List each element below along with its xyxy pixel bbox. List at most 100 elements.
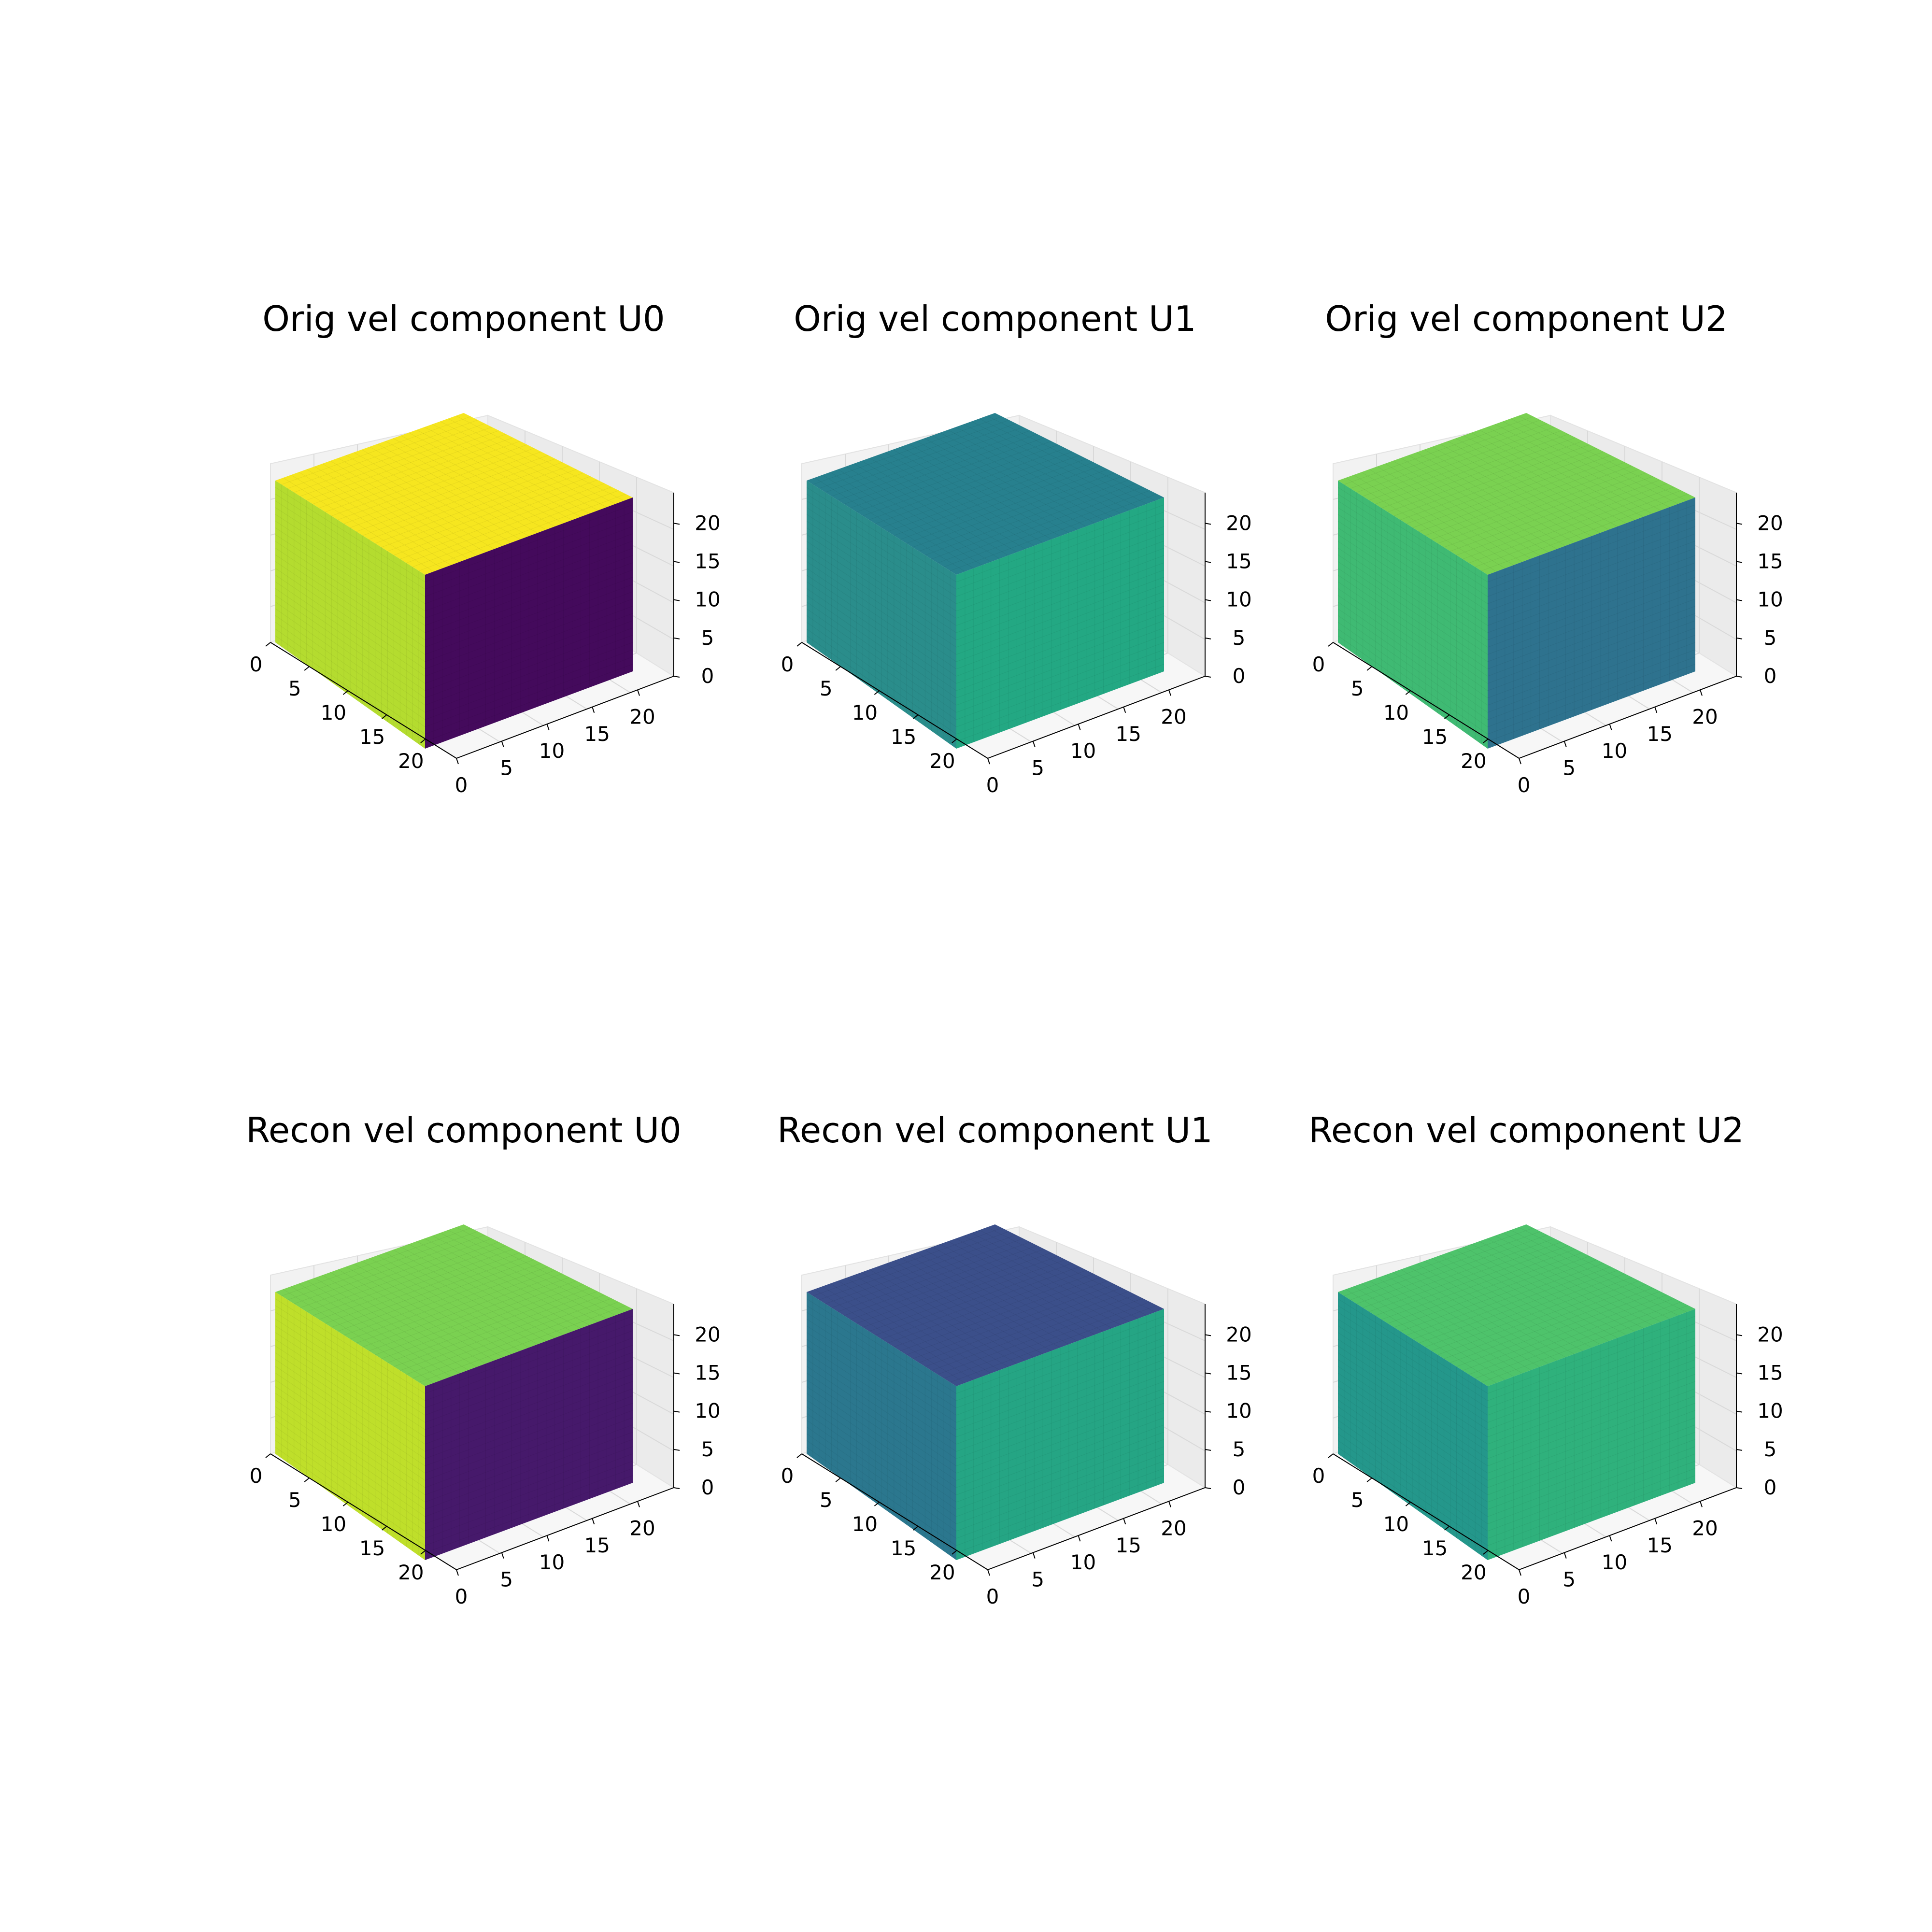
voxel-edge (850, 1249, 1045, 1320)
z-tick-label: 0 (1764, 1476, 1777, 1499)
voxel-edge (806, 1440, 957, 1546)
voxel-edge (956, 562, 1165, 640)
voxel-edge (1337, 554, 1488, 655)
z-tick-label: 0 (1764, 664, 1777, 688)
voxel-edge (806, 601, 957, 706)
x-tick (342, 690, 349, 695)
voxel-edge (425, 1366, 633, 1445)
voxel-edge (1337, 1366, 1488, 1466)
y-tick-label: 20 (1161, 1516, 1186, 1540)
y-tick-label: 10 (1070, 1550, 1096, 1574)
z-tick-label: 10 (1757, 1399, 1783, 1423)
voxel-edge (1337, 1352, 1488, 1452)
voxel-edge (1344, 416, 1534, 485)
voxel-edge (275, 1359, 426, 1459)
voxel-edge (425, 627, 633, 706)
voxel-edge (455, 415, 625, 501)
z-tick (1736, 1487, 1743, 1489)
y-tick-label: 10 (1602, 1550, 1627, 1574)
voxel-edge (830, 1283, 983, 1377)
voxel-edge (1337, 1312, 1488, 1408)
voxel-edge (861, 460, 1017, 553)
voxel-edge (956, 606, 1165, 684)
voxel-edge (393, 1250, 555, 1338)
y-tick (546, 1535, 550, 1542)
voxel-edge (919, 476, 1122, 552)
cube-front-face (956, 497, 1164, 749)
voxel-edge (275, 1325, 426, 1423)
voxel-edge (409, 432, 572, 521)
voxel-edge (956, 1366, 1165, 1445)
voxel-edge (806, 554, 957, 655)
z-tick-label: 5 (701, 1437, 714, 1461)
voxel-edge (1518, 415, 1687, 501)
voxel-edge (1337, 1413, 1488, 1517)
voxel-edge (275, 1373, 426, 1474)
x-tick (913, 1526, 919, 1531)
voxel-edge (1369, 1241, 1562, 1312)
x-tick (1366, 666, 1372, 671)
y-tick (1078, 1535, 1081, 1542)
voxel-edge (1363, 426, 1555, 497)
voxel-edge (1400, 1269, 1557, 1361)
voxel-edge (838, 1280, 991, 1374)
voxel-edge (1337, 608, 1488, 713)
voxel-edge (361, 1261, 521, 1351)
voxel-edge (331, 444, 527, 516)
voxel-edge (425, 1424, 633, 1503)
voxel-edge (1487, 1374, 1696, 1452)
z-tick-label: 10 (1226, 588, 1251, 611)
voxel-edge (1337, 1305, 1488, 1401)
voxel-edge (806, 1386, 957, 1488)
cube-left-face (1338, 1292, 1488, 1560)
y-tick-label: 10 (539, 1550, 565, 1574)
y-tick-label: 0 (455, 1585, 468, 1608)
z-tick-label: 5 (701, 626, 714, 650)
voxel-edge (916, 1252, 1078, 1342)
voxel-edge (356, 458, 555, 532)
voxel-edge (425, 1475, 633, 1553)
voxel-edge (956, 1468, 1165, 1546)
voxel-edge (1350, 420, 1541, 489)
z-tick-label: 10 (695, 1399, 720, 1423)
z-tick (1736, 1449, 1743, 1451)
z-tick-label: 15 (1757, 550, 1783, 573)
y-tick (637, 1501, 640, 1507)
voxel-edge (275, 548, 426, 648)
x-tick (874, 1502, 880, 1506)
voxel-edge (869, 1269, 1026, 1361)
voxel-edge (1487, 598, 1696, 677)
z-tick (673, 1372, 680, 1375)
voxel-edge (838, 1241, 1031, 1312)
voxel-edge (425, 635, 633, 713)
cube-top-face (807, 1224, 1164, 1386)
voxel-edge (844, 434, 1037, 505)
voxel-edge (806, 1420, 957, 1524)
x-tick (1483, 1550, 1489, 1555)
z-tick-label: 0 (701, 1476, 714, 1499)
y-tick (1123, 1518, 1126, 1525)
voxel-edge (955, 1238, 1121, 1325)
voxel-edge (275, 494, 426, 590)
voxel-edge (956, 1453, 1165, 1532)
voxel-edge (1444, 1284, 1647, 1359)
voxel-edge (1425, 1273, 1625, 1348)
y-tick (1654, 707, 1658, 713)
voxel-edge (314, 466, 469, 559)
panel-title: Recon vel component U2 (1308, 1110, 1744, 1151)
voxel-edge (425, 1468, 633, 1546)
voxel-edge (425, 613, 633, 691)
voxel-edge (932, 1247, 1095, 1335)
y-tick (987, 758, 990, 765)
voxel-edge (387, 476, 591, 552)
y-tick-label: 20 (1161, 705, 1186, 728)
voxel-edge (806, 1305, 957, 1401)
voxel-edge (906, 469, 1108, 544)
voxel-edge (425, 591, 633, 669)
voxel-edge (900, 446, 1061, 537)
panel-title: Orig vel component U0 (262, 298, 665, 339)
voxel-edge (956, 548, 1165, 626)
voxel-edge (1337, 1339, 1488, 1437)
voxel-edge (1377, 1278, 1531, 1371)
